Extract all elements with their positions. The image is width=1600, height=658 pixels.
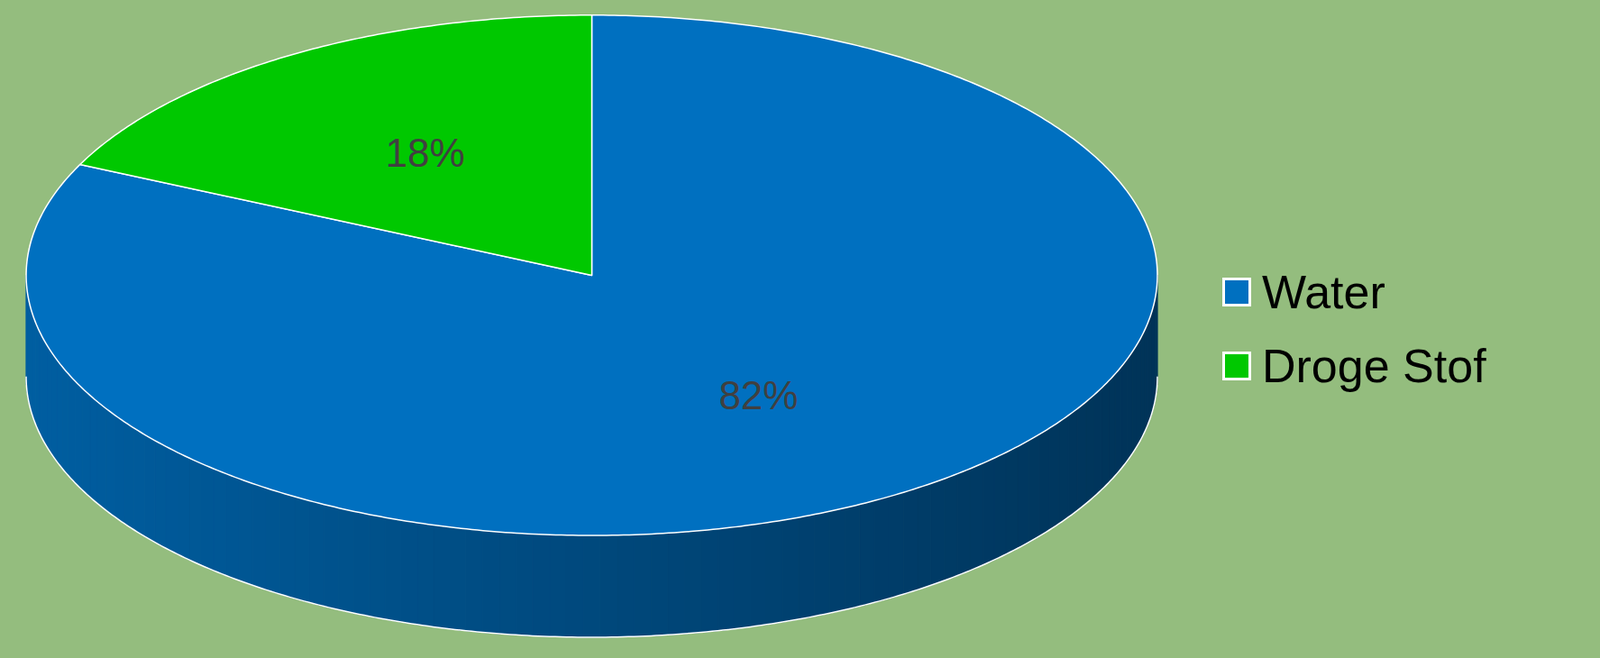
html-text:Water: Water: [1261, 265, 1386, 319]
svg-text:82%: 82%: [718, 373, 798, 418]
html-text:Droge Stof: Droge Stof: [1261, 339, 1487, 393]
svg-text:18%: 18%: [385, 130, 466, 175]
